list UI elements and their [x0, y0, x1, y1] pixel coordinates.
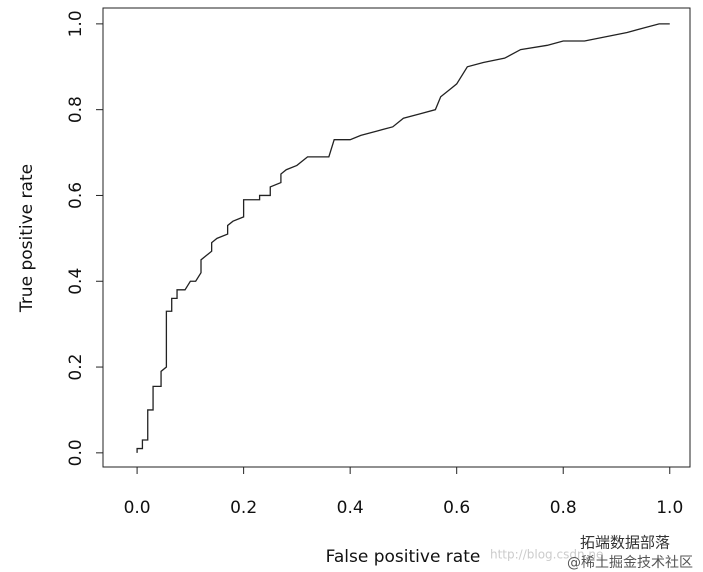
y-tick-label: 0.6	[66, 182, 86, 209]
roc-curve	[136, 23, 670, 453]
x-tick-label: 0.4	[337, 498, 364, 518]
y-tick-label: 0.8	[66, 96, 86, 123]
plot-box	[102, 7, 691, 468]
x-tick-label: 0.6	[443, 498, 470, 518]
y-axis-label: True positive rate	[17, 164, 37, 313]
watermark: @稀土掘金技术社区	[567, 555, 693, 571]
y-tick-label: 0.4	[66, 268, 86, 295]
x-tick-label: 0.0	[124, 498, 151, 518]
watermark: http://blog.csdn.ne	[490, 548, 603, 562]
y-tick-label: 0.0	[66, 439, 86, 466]
y-tick-label: 1.0	[66, 10, 86, 37]
watermark: 拓端数据部落	[580, 534, 670, 552]
x-axis-label: False positive rate	[326, 547, 481, 567]
x-tick-label: 0.2	[230, 498, 257, 518]
x-tick-label: 0.8	[550, 498, 577, 518]
x-tick-label: 1.0	[656, 498, 683, 518]
y-tick-label: 0.2	[66, 354, 86, 381]
